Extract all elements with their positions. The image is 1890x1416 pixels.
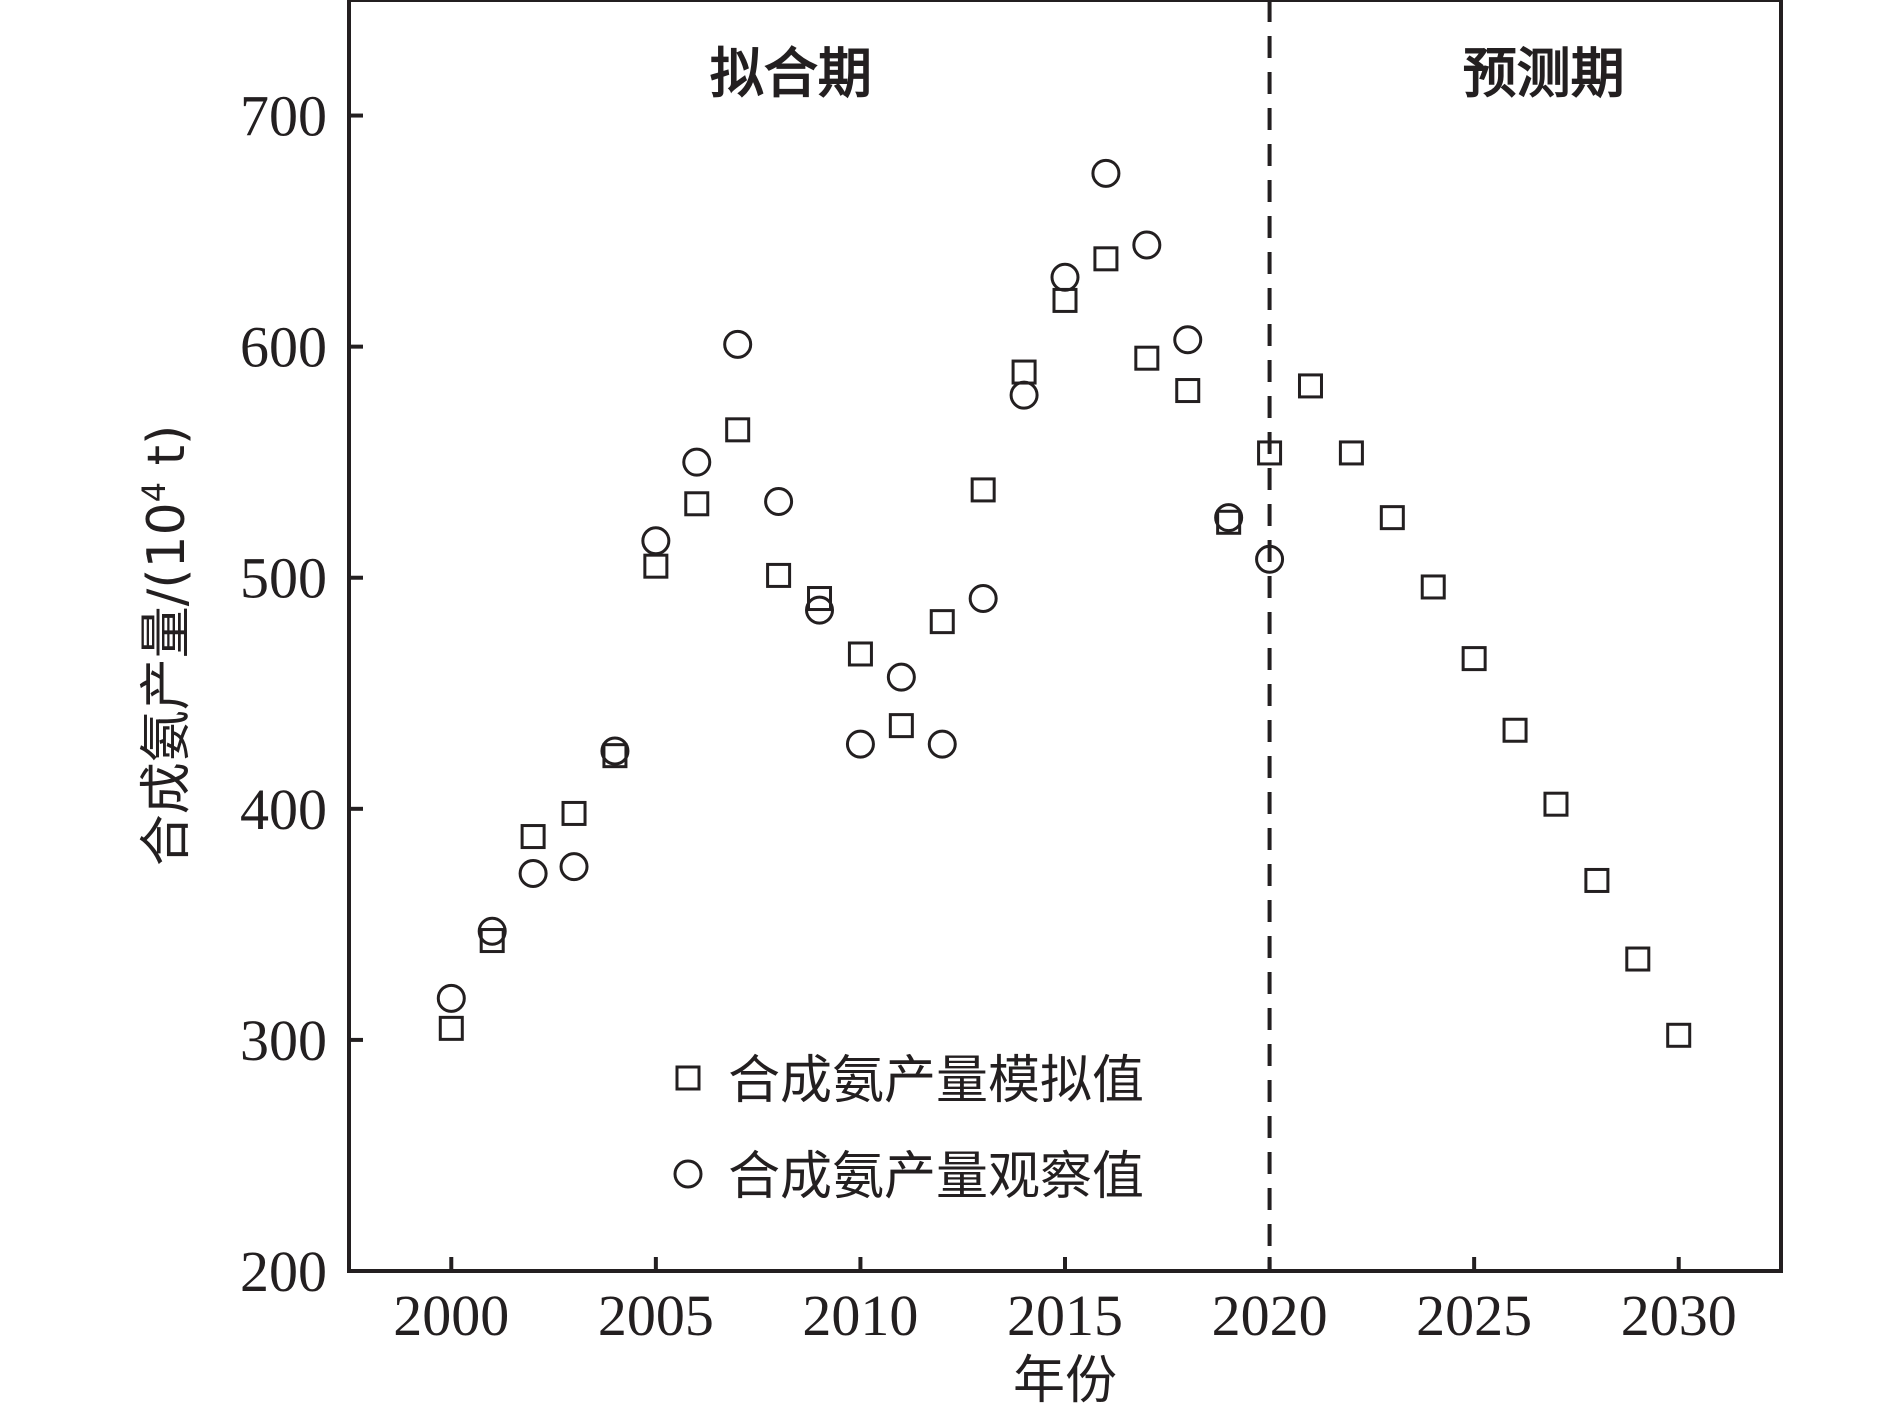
y-tick-label: 700 — [240, 84, 327, 149]
x-tick-label: 2010 — [802, 1283, 918, 1348]
simulated-point — [847, 641, 873, 667]
x-tick-label: 2020 — [1212, 1283, 1328, 1348]
legend-circle-marker — [673, 1159, 703, 1189]
observed-point — [1214, 503, 1244, 533]
observed-point — [886, 662, 916, 692]
observed-point — [968, 584, 998, 614]
simulated-point — [888, 713, 914, 739]
y-tick-label: 300 — [240, 1008, 327, 1073]
simulated-point — [643, 553, 669, 579]
simulated-point — [1502, 717, 1528, 743]
observed-point — [764, 486, 794, 516]
region-label: 预测期 — [1463, 42, 1625, 105]
x-tick-label: 2015 — [1007, 1283, 1123, 1348]
simulated-point — [1134, 345, 1160, 371]
y-tick-label: 600 — [240, 315, 327, 380]
simulated-point — [1543, 791, 1569, 817]
observed-point — [723, 329, 753, 359]
observed-point — [1132, 230, 1162, 260]
simulated-point — [929, 609, 955, 635]
simulated-point — [520, 824, 546, 850]
y-axis-title-superscript: 4 — [135, 482, 173, 502]
simulated-point — [1584, 867, 1610, 893]
simulated-point — [1175, 378, 1201, 404]
observed-point — [518, 859, 548, 889]
data-points — [436, 158, 1692, 1048]
observed-point — [477, 916, 507, 946]
region-labels: 拟合期 预测期 — [710, 42, 1625, 105]
observed-point — [1050, 262, 1080, 292]
y-tick-label: 400 — [240, 777, 327, 842]
simulated-point — [1011, 359, 1037, 385]
x-tick-label: 2025 — [1416, 1283, 1532, 1348]
simulated-point — [438, 1015, 464, 1041]
x-axis-ticks: 2000 2005 2010 2015 2020 2025 2030 — [393, 1257, 1737, 1348]
observed-point — [682, 447, 712, 477]
simulated-point — [1379, 505, 1405, 531]
observed-point — [927, 729, 957, 759]
simulated-point — [1461, 646, 1487, 672]
simulated-point — [807, 586, 833, 612]
x-tick-label: 2000 — [393, 1283, 509, 1348]
y-axis-ticks: 200 300 400 500 600 700 — [240, 84, 363, 1304]
legend-label: 合成氨产量观察值 — [728, 1147, 1144, 1207]
simulated-point — [1666, 1022, 1692, 1048]
observed-point — [805, 595, 835, 625]
x-axis-title: 年份 — [1013, 1351, 1117, 1411]
observed-point — [1009, 380, 1039, 410]
legend-square-marker — [675, 1065, 701, 1091]
y-tick-label: 200 — [240, 1239, 327, 1304]
observed-point — [1091, 158, 1121, 188]
simulated-point — [1420, 574, 1446, 600]
y-tick-label: 500 — [240, 546, 327, 611]
legend-label: 合成氨产量模拟值 — [728, 1051, 1144, 1111]
observed-point — [641, 526, 671, 556]
y-axis-title-tail: t) — [137, 425, 197, 482]
region-label: 拟合期 — [710, 42, 872, 105]
simulated-point — [684, 491, 710, 517]
x-tick-label: 2005 — [598, 1283, 714, 1348]
y-axis-title: 合成氨产量/(104 t) — [135, 425, 197, 867]
observed-point — [559, 852, 589, 882]
y-axis-title-main: 合成氨产量/(10 — [137, 502, 197, 866]
simulated-point — [970, 477, 996, 503]
observed-point — [1255, 544, 1285, 574]
simulated-point — [766, 562, 792, 588]
simulated-point — [1625, 946, 1651, 972]
simulated-point — [1297, 373, 1323, 399]
observed-point — [1173, 325, 1203, 355]
observed-point — [600, 736, 630, 766]
simulated-point — [1257, 440, 1283, 466]
simulated-point — [1338, 440, 1364, 466]
simulated-point — [725, 417, 751, 443]
simulated-point — [1093, 246, 1119, 272]
observed-point — [436, 983, 466, 1013]
x-tick-label: 2030 — [1621, 1283, 1737, 1348]
simulated-point — [1052, 287, 1078, 313]
simulated-point — [561, 800, 587, 826]
observed-point — [845, 729, 875, 759]
